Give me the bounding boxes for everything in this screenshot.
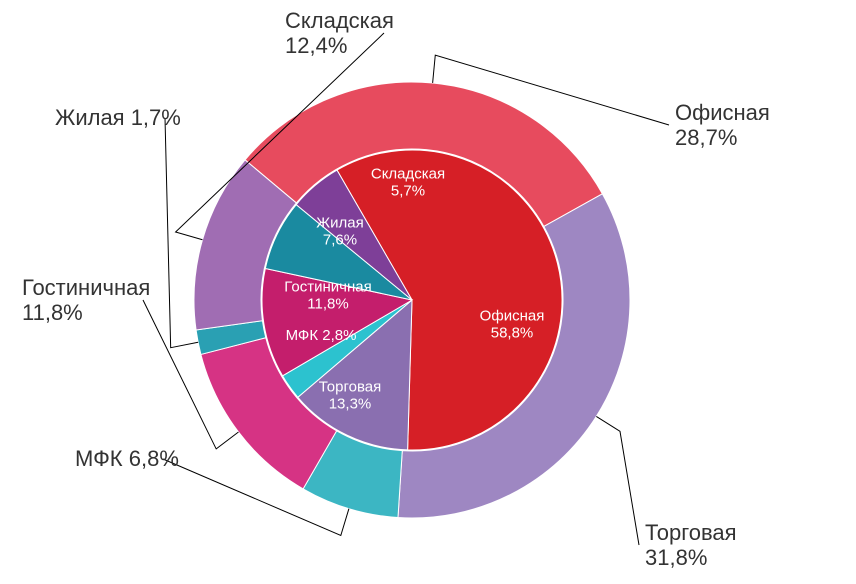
outer-label-Жилая: Жилая 1,7% [55,105,181,130]
outer-label-line2: 12,4% [285,33,394,58]
outer-label-line1: МФК 6,8% [75,446,179,471]
outer-label-line2: 31,8% [645,545,737,570]
outer-label-line1: Офисная [675,100,770,125]
outer-label-Гостиничная: Гостиничная11,8% [22,275,150,326]
outer-label-Торговая: Торговая31,8% [645,520,737,571]
outer-label-line1: Торговая [645,520,737,545]
outer-label-Складская: Складская12,4% [285,8,394,59]
outer-label-line1: Складская [285,8,394,33]
outer-label-МФК: МФК 6,8% [75,446,179,471]
leader-line [596,416,639,545]
outer-label-line2: 28,7% [675,125,770,150]
nested-pie-chart: Офисная28,7% Торговая31,8% МФК 6,8% Гостини… [0,0,856,584]
outer-label-line2: 11,8% [22,300,150,325]
outer-label-line1: Жилая 1,7% [55,105,181,130]
outer-label-Офисная: Офисная28,7% [675,100,770,151]
leader-line [165,118,198,348]
outer-label-line1: Гостиничная [22,275,150,300]
